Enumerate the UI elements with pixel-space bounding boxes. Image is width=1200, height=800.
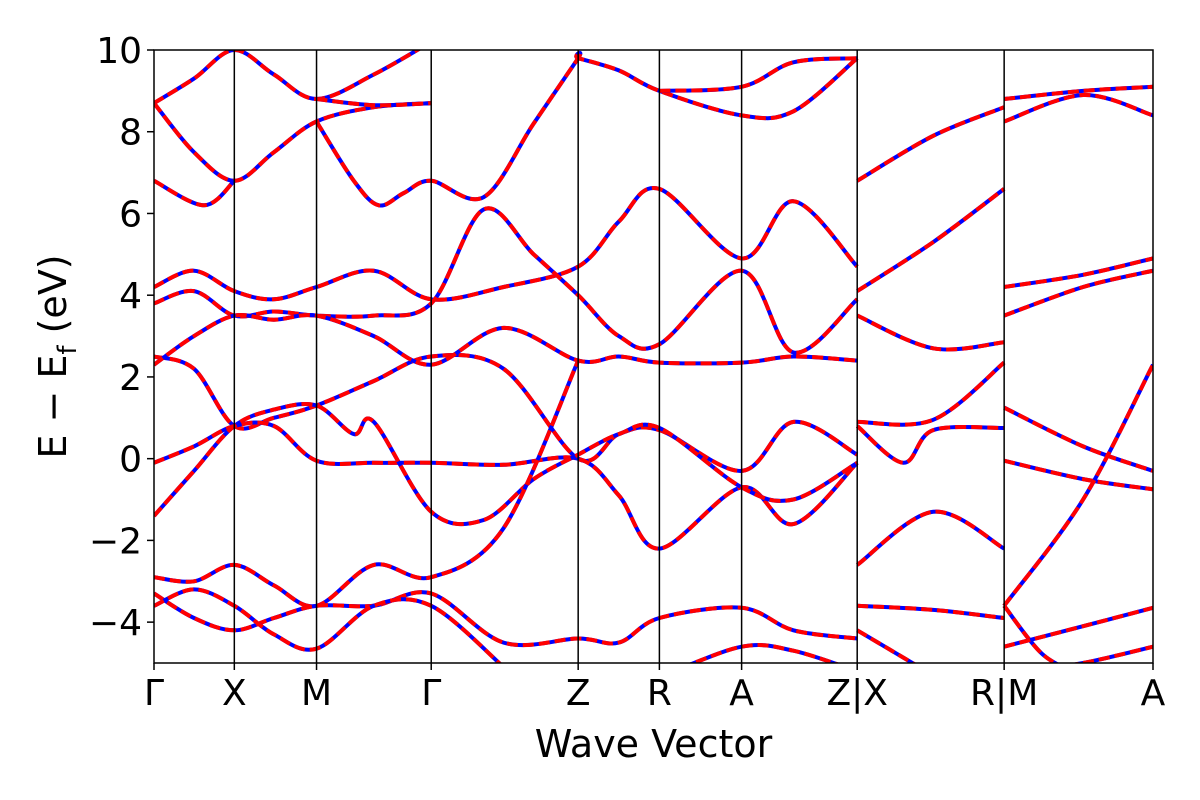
x-tick-label: A [1141,673,1166,714]
y-axis-label-main: E − E [31,355,75,459]
band-line-primary-0 [154,50,422,105]
y-tick-label: 10 [96,31,142,72]
band-line-primary-28 [1003,405,1153,473]
band-line-primary-13 [154,420,859,551]
band-line-secondary-16 [154,590,858,648]
band-line-primary-10 [154,206,859,355]
band-line-primary-24 [857,603,1005,620]
x-tick-label: Z [566,673,591,714]
band-line-secondary-25 [856,628,917,663]
x-tick-label: A [729,673,754,714]
band-line-primary-14 [154,401,859,527]
band-line-primary-19 [856,187,1006,293]
band-line-primary-33 [1071,644,1153,663]
band-line-primary-2 [154,179,236,208]
band-line-primary-32 [1003,605,1153,649]
band-line-secondary-13 [154,420,859,551]
band-line-secondary-2 [154,179,236,208]
x-axis-label: Wave Vector [535,722,773,766]
band-line-secondary-21 [857,361,1006,427]
band-line-secondary-9 [154,186,859,302]
band-line-primary-6 [856,105,1005,183]
y-tick-label: 8 [119,113,142,154]
band-line-secondary-23 [856,509,1006,567]
y-axis: 10 8 6 4 2 0 −2 −4 [89,31,154,644]
x-axis: Γ X M Γ Z R A Z|X R|M A [144,663,1166,714]
band-line-primary-31 [1002,604,1060,663]
band-line-primary-26 [1003,256,1153,289]
y-axis-label-subscript: f [53,345,83,355]
band-line-secondary-1 [154,101,432,183]
y-tick-label: −2 [89,521,142,562]
band-line-primary-25 [856,628,917,663]
band-line-primary-12 [154,313,858,367]
band-line-primary-9 [154,186,859,302]
band-line-primary-21 [857,361,1006,427]
band-line-secondary-3 [314,50,859,208]
y-tick-label: 2 [119,358,142,399]
band-line-primary-27 [1003,268,1153,318]
band-line-primary-23 [856,509,1006,567]
y-tick-label: 0 [119,440,142,481]
band-line-primary-22 [855,424,1005,465]
bands-layer [154,50,1153,663]
x-tick-label: Γ [421,673,441,714]
band-line-primary-5 [659,56,858,93]
x-tick-label: Z|X [826,673,887,714]
y-axis-label-unit: (eV) [31,254,75,345]
band-line-primary-29 [1003,458,1153,492]
band-line-secondary-31 [1002,604,1060,663]
x-tick-label: Γ [144,673,164,714]
band-line-secondary-10 [154,206,859,355]
y-tick-label: −4 [89,603,142,644]
band-line-secondary-15 [154,359,581,609]
x-tick-label: X [222,673,247,714]
band-line-primary-4 [316,97,432,108]
y-tick-label: 6 [119,194,142,235]
band-line-primary-30 [1002,363,1153,607]
x-tick-label: M [301,673,332,714]
band-line-primary-16 [154,590,858,648]
band-line-primary-8 [1003,92,1153,124]
kpoint-lines-layer [233,50,1005,663]
y-tick-label: 4 [119,276,142,317]
band-line-primary-3 [314,50,859,208]
band-line-primary-1 [154,101,432,183]
x-tick-label: R [647,673,672,714]
y-axis-label: E − Ef (eV) [31,254,83,458]
band-line-secondary-0 [154,50,422,105]
band-line-secondary-12 [154,313,858,367]
band-line-primary-7 [1003,84,1153,101]
band-line-primary-18 [688,643,840,663]
plot-frame [153,49,1154,664]
band-line-primary-20 [856,313,1005,352]
band-line-primary-11 [154,353,859,473]
band-line-secondary-6 [856,105,1005,183]
x-tick-label: R|M [970,673,1038,714]
